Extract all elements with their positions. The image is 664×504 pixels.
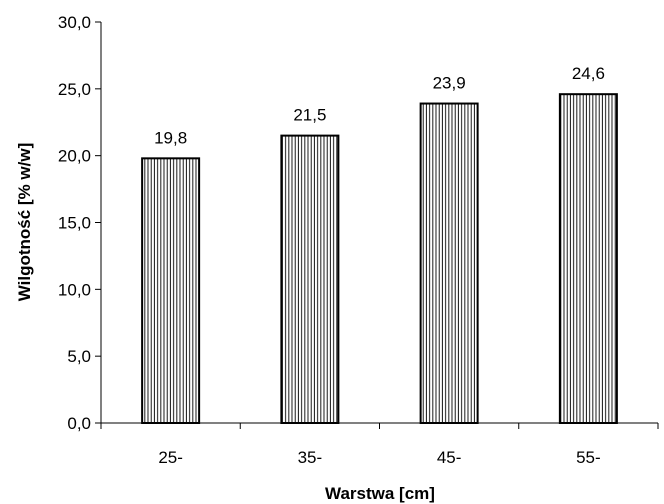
y-tick-label: 10,0 xyxy=(58,280,91,299)
data-label: 24,6 xyxy=(572,64,605,83)
y-tick-label: 5,0 xyxy=(67,347,91,366)
plot-area: 0,0 5,0 10,0 15,0 20,0 25,0 30,0 19,8 25- 21,5 35-… xyxy=(58,13,659,467)
x-tick-label: 55- xyxy=(576,448,601,467)
y-tick-label: 30,0 xyxy=(58,13,91,32)
y-tick-label: 20,0 xyxy=(58,147,91,166)
x-axis-title: Warstwa [cm] xyxy=(325,484,435,503)
bar xyxy=(558,93,618,425)
x-tick-label: 35- xyxy=(298,448,323,467)
y-axis-title: Wilgotność [% w/w] xyxy=(15,143,34,302)
x-tick-label: 25- xyxy=(158,448,183,467)
data-label: 21,5 xyxy=(293,106,326,125)
y-tick-label: 25,0 xyxy=(58,80,91,99)
bar xyxy=(419,102,479,425)
bar xyxy=(141,157,201,424)
y-tick-label: 15,0 xyxy=(58,214,91,233)
bar xyxy=(280,134,340,424)
data-label: 23,9 xyxy=(433,74,466,93)
data-label: 19,8 xyxy=(154,128,187,147)
x-tick-label: 45- xyxy=(437,448,462,467)
y-tick-label: 0,0 xyxy=(67,414,91,433)
